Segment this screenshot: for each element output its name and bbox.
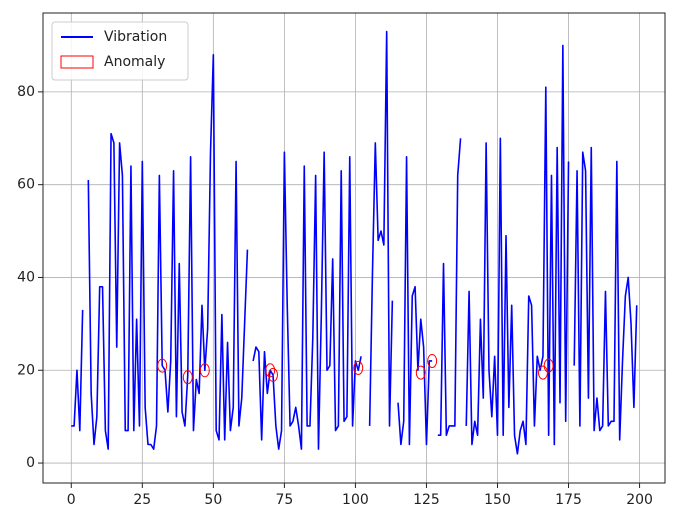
x-tick-label: 0 xyxy=(67,492,76,508)
x-tick-label: 125 xyxy=(413,492,440,508)
x-tick-label: 75 xyxy=(275,492,293,508)
y-tick-label: 20 xyxy=(17,362,35,378)
line-series xyxy=(71,30,638,455)
y-tick-label: 60 xyxy=(17,177,35,193)
anomaly-marker xyxy=(543,358,554,373)
plot-frame xyxy=(42,12,666,484)
legend-swatch xyxy=(60,55,94,69)
legend-label: Vibration xyxy=(104,29,167,45)
x-tick-label: 150 xyxy=(484,492,511,508)
anomaly-marker xyxy=(265,363,276,378)
x-tick-label: 175 xyxy=(555,492,582,508)
anomaly-marker xyxy=(427,353,438,368)
anomaly-marker xyxy=(268,367,279,382)
anomaly-marker xyxy=(157,358,168,373)
x-tick-label: 200 xyxy=(626,492,653,508)
y-tick-label: 0 xyxy=(26,455,35,471)
anomaly-marker xyxy=(353,360,364,375)
y-tick-label: 40 xyxy=(17,269,35,285)
anomaly-marker xyxy=(415,365,426,380)
legend-label: Anomaly xyxy=(104,54,165,70)
anomaly-marker xyxy=(199,363,210,378)
anomaly-marker xyxy=(537,365,548,380)
anomaly-marker xyxy=(182,370,193,385)
x-tick-label: 50 xyxy=(204,492,222,508)
x-tick-label: 25 xyxy=(133,492,151,508)
y-tick-label: 80 xyxy=(17,84,35,100)
x-tick-label: 100 xyxy=(342,492,369,508)
